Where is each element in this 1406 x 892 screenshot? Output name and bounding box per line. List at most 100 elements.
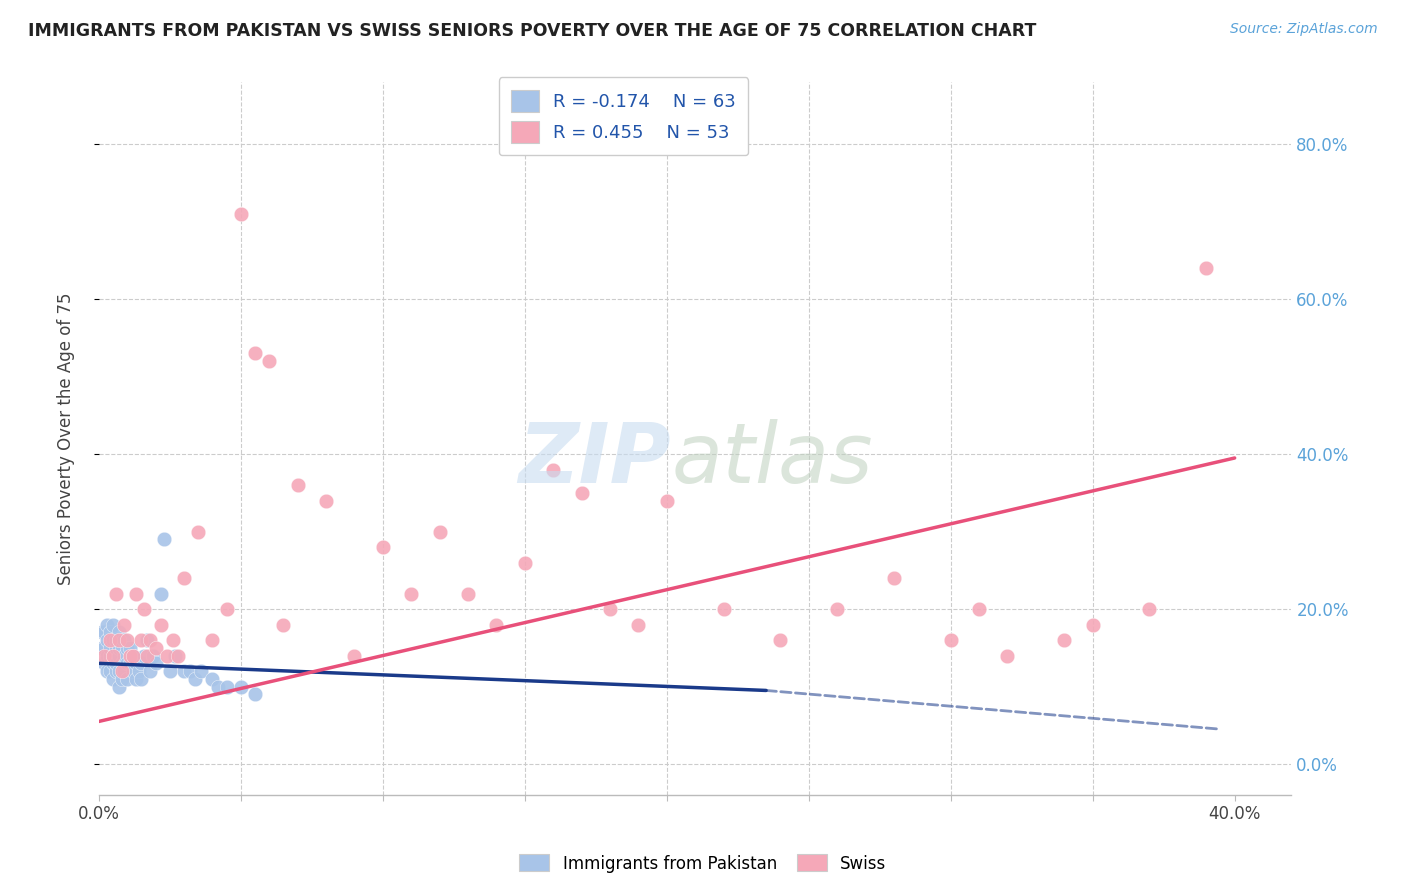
Point bbox=[115, 633, 138, 648]
Text: Source: ZipAtlas.com: Source: ZipAtlas.com bbox=[1230, 22, 1378, 37]
Point bbox=[997, 648, 1019, 663]
Point bbox=[125, 672, 148, 686]
Point bbox=[93, 625, 115, 640]
Point bbox=[162, 633, 184, 648]
Point bbox=[939, 633, 962, 648]
Point bbox=[627, 617, 650, 632]
Point bbox=[136, 633, 159, 648]
Legend: Immigrants from Pakistan, Swiss: Immigrants from Pakistan, Swiss bbox=[513, 847, 893, 880]
Point bbox=[599, 602, 621, 616]
Point bbox=[215, 680, 238, 694]
Point bbox=[142, 648, 165, 663]
Point bbox=[101, 633, 124, 648]
Point bbox=[115, 657, 138, 671]
Point bbox=[110, 640, 132, 655]
Point bbox=[131, 633, 153, 648]
Point bbox=[429, 524, 451, 539]
Point bbox=[713, 602, 735, 616]
Legend: R = -0.174    N = 63, R = 0.455    N = 53: R = -0.174 N = 63, R = 0.455 N = 53 bbox=[499, 77, 748, 155]
Point bbox=[125, 657, 148, 671]
Point bbox=[201, 633, 224, 648]
Point bbox=[769, 633, 792, 648]
Point bbox=[145, 657, 167, 671]
Point bbox=[104, 640, 127, 655]
Point bbox=[110, 657, 132, 671]
Point bbox=[115, 672, 138, 686]
Point bbox=[104, 657, 127, 671]
Point bbox=[229, 207, 252, 221]
Point bbox=[883, 571, 905, 585]
Point bbox=[118, 648, 141, 663]
Point bbox=[145, 640, 167, 655]
Point bbox=[150, 586, 173, 600]
Point bbox=[96, 664, 118, 678]
Point bbox=[139, 633, 162, 648]
Point bbox=[173, 664, 195, 678]
Point bbox=[173, 571, 195, 585]
Point bbox=[104, 586, 127, 600]
Point bbox=[485, 617, 508, 632]
Point bbox=[104, 664, 127, 678]
Point bbox=[104, 633, 127, 648]
Point bbox=[1081, 617, 1104, 632]
Point bbox=[98, 648, 121, 663]
Point bbox=[107, 640, 129, 655]
Text: atlas: atlas bbox=[671, 419, 873, 500]
Point bbox=[122, 648, 145, 663]
Point bbox=[107, 625, 129, 640]
Point bbox=[967, 602, 990, 616]
Point bbox=[112, 633, 135, 648]
Point bbox=[1139, 602, 1161, 616]
Point bbox=[131, 672, 153, 686]
Point bbox=[101, 672, 124, 686]
Point bbox=[101, 648, 124, 663]
Point bbox=[98, 633, 121, 648]
Point bbox=[1053, 633, 1076, 648]
Point bbox=[134, 602, 156, 616]
Point bbox=[343, 648, 366, 663]
Point bbox=[159, 664, 181, 678]
Point bbox=[571, 486, 593, 500]
Point bbox=[399, 586, 422, 600]
Point bbox=[93, 640, 115, 655]
Point bbox=[184, 672, 207, 686]
Point bbox=[179, 664, 201, 678]
Point bbox=[90, 640, 112, 655]
Point bbox=[118, 640, 141, 655]
Point bbox=[107, 648, 129, 663]
Point bbox=[229, 680, 252, 694]
Point bbox=[107, 680, 129, 694]
Point bbox=[165, 648, 187, 663]
Point bbox=[101, 648, 124, 663]
Point bbox=[315, 493, 337, 508]
Point bbox=[139, 664, 162, 678]
Point bbox=[101, 657, 124, 671]
Point bbox=[257, 354, 280, 368]
Point bbox=[98, 640, 121, 655]
Point bbox=[167, 648, 190, 663]
Point bbox=[112, 664, 135, 678]
Point bbox=[153, 533, 176, 547]
Point bbox=[655, 493, 678, 508]
Point bbox=[90, 625, 112, 640]
Point bbox=[1195, 261, 1218, 276]
Point bbox=[287, 478, 309, 492]
Point bbox=[825, 602, 848, 616]
Point bbox=[107, 633, 129, 648]
Point bbox=[243, 687, 266, 701]
Point bbox=[136, 648, 159, 663]
Point bbox=[150, 617, 173, 632]
Point bbox=[131, 657, 153, 671]
Point bbox=[110, 664, 132, 678]
Point bbox=[125, 586, 148, 600]
Point bbox=[110, 672, 132, 686]
Point bbox=[243, 346, 266, 360]
Point bbox=[115, 640, 138, 655]
Point bbox=[273, 617, 295, 632]
Point bbox=[112, 617, 135, 632]
Point bbox=[513, 556, 536, 570]
Point bbox=[201, 672, 224, 686]
Point bbox=[96, 648, 118, 663]
Text: IMMIGRANTS FROM PAKISTAN VS SWISS SENIORS POVERTY OVER THE AGE OF 75 CORRELATION: IMMIGRANTS FROM PAKISTAN VS SWISS SENIOR… bbox=[28, 22, 1036, 40]
Text: ZIP: ZIP bbox=[519, 419, 671, 500]
